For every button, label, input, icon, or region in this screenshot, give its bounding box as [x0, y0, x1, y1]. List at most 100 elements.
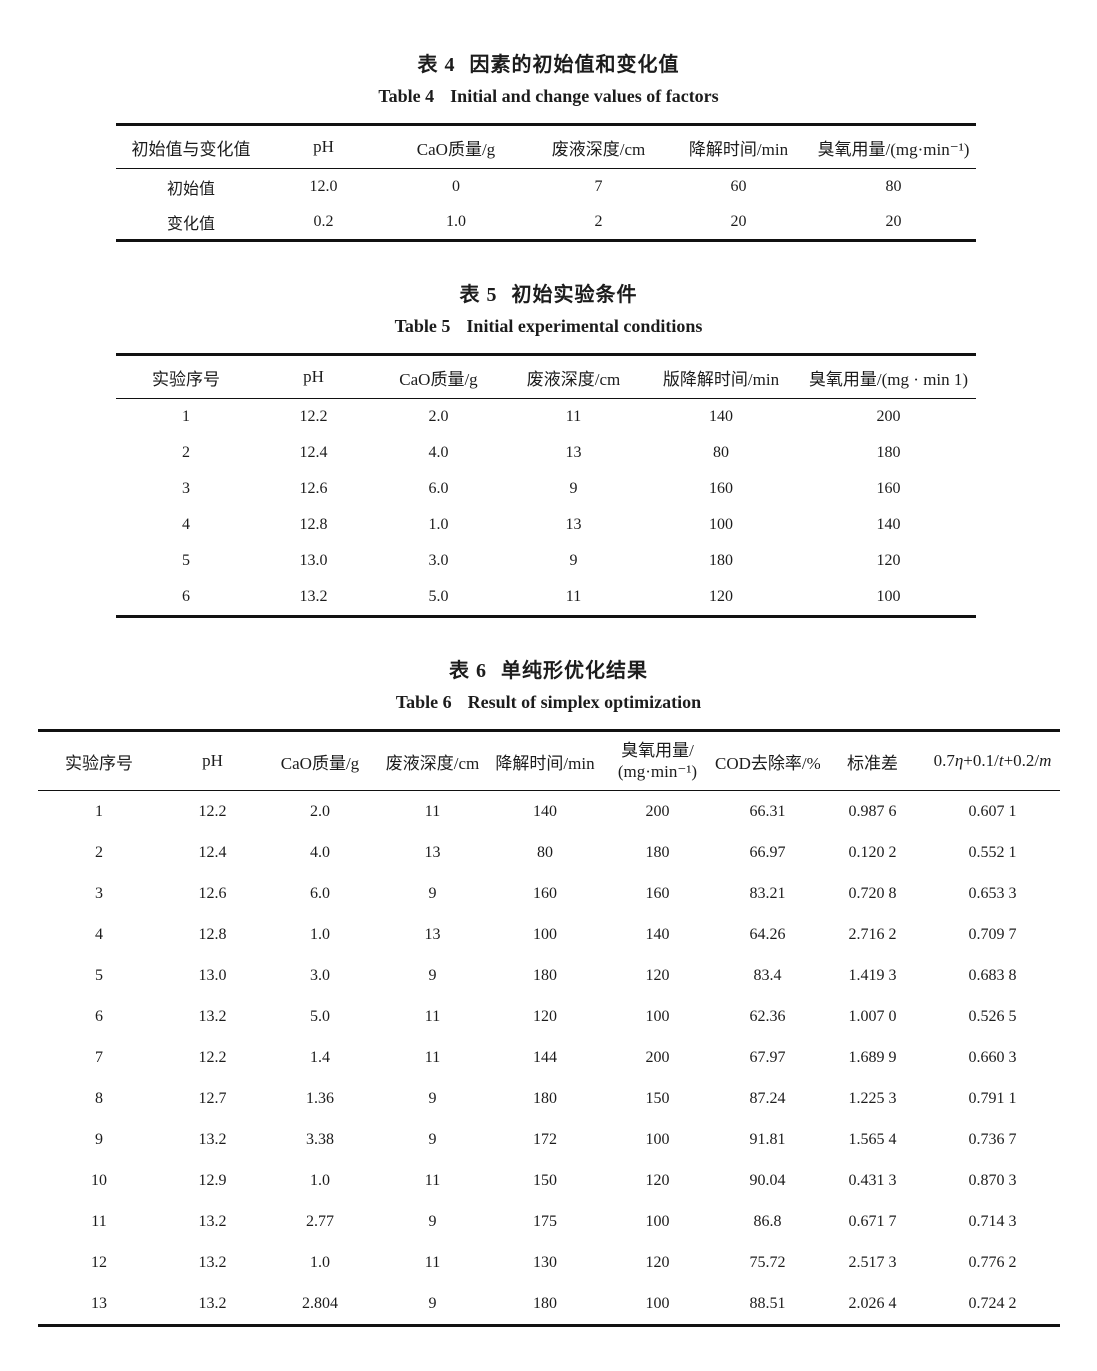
- table4-header-row: 初始值与变化值 pH CaO质量/g 废液深度/cm 降解时间/min 臭氧用量…: [116, 125, 976, 169]
- table-cell: 150: [645, 1089, 670, 1107]
- table-cell: 12.2: [198, 802, 227, 820]
- table-cell: 1.689 9: [848, 1048, 897, 1066]
- table-cell: 1: [95, 802, 103, 820]
- table-row: 1 12.2 2.0 11 140 200 66.31 0.987 6 0.607 1: [38, 791, 1060, 833]
- table-cell: 9: [428, 1130, 437, 1148]
- table-cell: 100: [645, 1294, 670, 1312]
- table-cell: 83.21: [749, 884, 786, 902]
- table-cell: 180: [533, 1294, 557, 1312]
- table5-caption-en: Initial experimental conditions: [466, 316, 703, 336]
- table-cell: 2: [182, 444, 190, 461]
- table-cell: 90.04: [749, 1171, 786, 1189]
- table-row: 初始值 12.0 0 7 60 80: [116, 169, 976, 205]
- table-row: 变化值 0.2 1.0 2 20 20: [116, 204, 976, 241]
- table-row: 10 12.9 1.0 11 150 120 90.04 0.431 3 0.870 3: [38, 1160, 1060, 1201]
- table-cell: 2: [95, 843, 103, 861]
- table-row: 2 12.4 4.0 13 80 180 66.97 0.120 2 0.552 1: [38, 832, 1060, 873]
- table-cell: 12.9: [198, 1171, 227, 1189]
- table-cell: 1.0: [310, 1171, 330, 1189]
- table-cell: 12.7: [198, 1089, 227, 1107]
- column-header: CaO质量/g: [416, 139, 496, 159]
- table-cell: 11: [424, 1253, 441, 1271]
- table-cell: 初始值: [166, 180, 215, 198]
- table-cell: 100: [645, 1007, 670, 1025]
- table-cell: 130: [533, 1253, 557, 1271]
- table4-caption-en: Initial and change values of factors: [450, 86, 719, 106]
- table-cell: 80: [885, 177, 902, 195]
- table-cell: 9: [95, 1130, 103, 1148]
- table-cell: 180: [876, 444, 901, 461]
- table-row: 4 12.8 1.0 13 100 140: [116, 507, 976, 543]
- column-header: pH: [303, 367, 324, 386]
- formula-part: +0.2/: [1003, 751, 1040, 770]
- table-cell: 13: [565, 444, 582, 461]
- column-header: COD去除率/%: [715, 753, 820, 773]
- table-row: 6 13.2 5.0 11 120 100 62.36 1.007 0 0.526 5: [38, 996, 1060, 1037]
- table-cell: 172: [533, 1130, 557, 1148]
- table-cell: 0.2: [313, 212, 334, 230]
- table-cell: 200: [645, 802, 670, 820]
- table4-title-en: Table 4 Initial and change values of fact…: [0, 86, 1097, 107]
- table-cell: 140: [709, 408, 733, 425]
- table-cell: 200: [645, 1048, 670, 1066]
- table-cell: 0.660 3: [968, 1048, 1017, 1066]
- table-cell: 2.716 2: [848, 925, 897, 943]
- table-cell: 2: [594, 212, 603, 230]
- table-cell: 11: [424, 802, 441, 820]
- table-cell: 13.0: [299, 552, 328, 569]
- table-cell: 120: [876, 552, 901, 569]
- table-cell: 200: [876, 408, 901, 425]
- table-cell: 13.2: [198, 1253, 227, 1271]
- table-cell: 1.0: [310, 925, 330, 943]
- table-cell: 0.736 7: [968, 1130, 1017, 1148]
- table-cell: 13.2: [198, 1294, 227, 1312]
- table-cell: 2.0: [428, 408, 449, 425]
- column-header: 标准差: [847, 753, 898, 773]
- table-cell: 3.0: [310, 966, 330, 984]
- table6: 实验序号 pH CaO质量/g 废液深度/cm 降解时间/min 臭氧用量/ (…: [38, 729, 1060, 1327]
- table-cell: 120: [645, 1171, 670, 1189]
- table-cell: 6.0: [428, 480, 449, 497]
- table5-header-row: 实验序号 pH CaO质量/g 废液深度/cm 版降解时间/min 臭氧用量/(…: [116, 355, 976, 399]
- table5-section: 表 5 初始实验条件 Table 5 Initial experimental co…: [0, 278, 1097, 618]
- table-cell: 5.0: [428, 588, 449, 605]
- table-cell: 86.8: [753, 1212, 782, 1230]
- table-cell: 140: [533, 802, 557, 820]
- table-cell: 120: [709, 588, 733, 605]
- table-cell: 1.4: [310, 1048, 330, 1066]
- table-row: 3 12.6 6.0 9 160 160: [116, 471, 976, 507]
- column-header: 降解时间/min: [495, 753, 595, 773]
- table-cell: 3.38: [306, 1130, 334, 1148]
- column-header: 臭氧用量/(mg · min 1): [808, 369, 969, 389]
- table5-number-cn: 表 5: [459, 284, 498, 306]
- table-cell: 64.26: [749, 925, 786, 943]
- table-cell: 6: [95, 1007, 103, 1025]
- table-cell: 10: [91, 1171, 107, 1189]
- table-cell: 11: [424, 1048, 441, 1066]
- table-row: 6 13.2 5.0 11 120 100: [116, 579, 976, 617]
- table-cell: 1.007 0: [848, 1007, 897, 1025]
- table-cell: 5: [95, 966, 103, 984]
- table-cell: 0.720 8: [848, 884, 897, 902]
- table-row: 3 12.6 6.0 9 160 160 83.21 0.720 8 0.653 3: [38, 873, 1060, 914]
- column-header: CaO质量/g: [280, 753, 360, 773]
- table-row: 1 12.2 2.0 11 140 200: [116, 399, 976, 436]
- table-cell: 80: [713, 444, 729, 461]
- table-cell: 120: [533, 1007, 557, 1025]
- table-cell: 66.97: [749, 843, 786, 861]
- table4-title-cn: 表 4 因素的初始值和变化值: [0, 48, 1097, 77]
- table-cell: 160: [645, 884, 670, 902]
- table-cell: 0.791 1: [968, 1089, 1017, 1107]
- column-header: 版降解时间/min: [662, 369, 780, 389]
- table-cell: 20: [885, 212, 902, 230]
- table-cell: 0.552 1: [968, 843, 1017, 861]
- table-row: 2 12.4 4.0 13 80 180: [116, 435, 976, 471]
- table-cell: 13: [91, 1294, 107, 1312]
- table5-title-en: Table 5 Initial experimental conditions: [0, 316, 1097, 337]
- table-cell: 83.4: [753, 966, 782, 984]
- table-cell: 1.0: [446, 212, 466, 230]
- table-cell: 1.419 3: [848, 966, 897, 984]
- table-cell: 13.2: [198, 1130, 227, 1148]
- table-cell: 67.97: [749, 1048, 786, 1066]
- table5-number-en: Table 5: [394, 316, 451, 336]
